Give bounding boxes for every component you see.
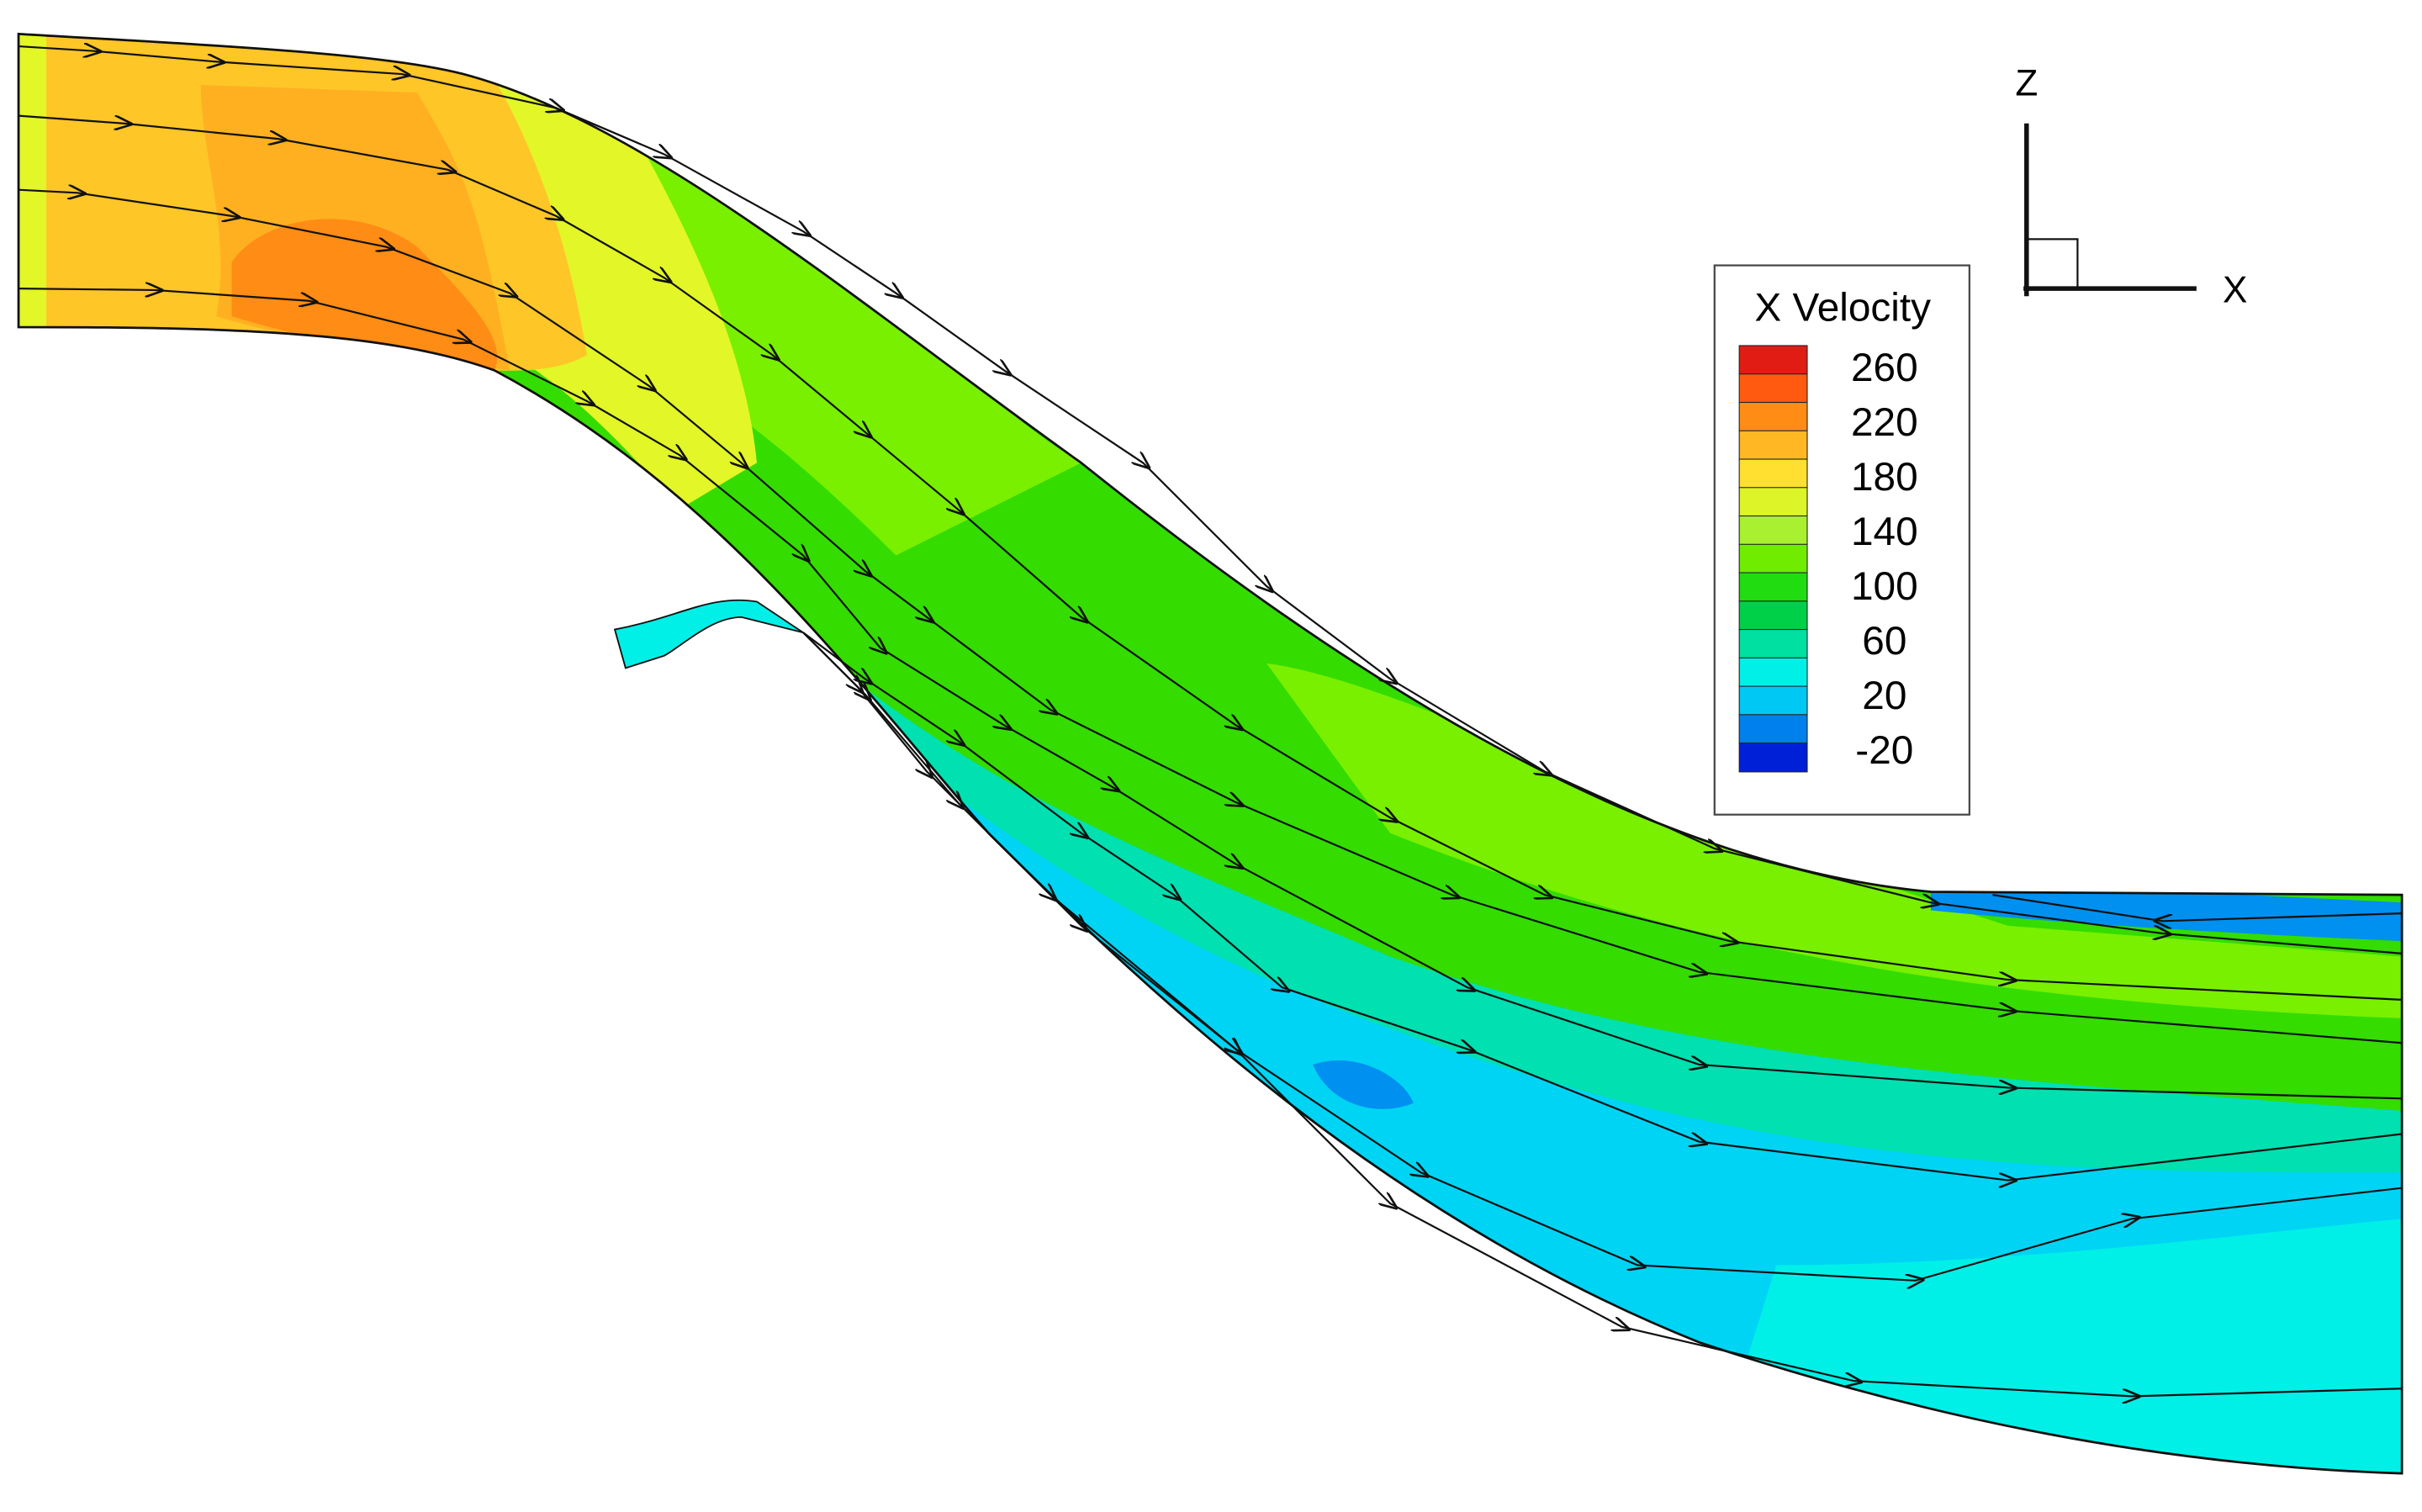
colorbar-band (1738, 458, 1808, 489)
colorbar (1738, 345, 1808, 773)
colorbar-tick-label: 20 (1862, 674, 1906, 718)
colorbar-band (1738, 600, 1808, 631)
colorbar-band (1738, 714, 1808, 744)
colorbar-band (1738, 657, 1808, 688)
colorbar-labels: 260 220 180 140 100 60 20 -20 (1851, 346, 1918, 773)
colorbar-tick-label: 260 (1851, 346, 1918, 390)
colorbar-band (1738, 430, 1808, 461)
streamline (1992, 894, 2403, 921)
z-label: Z (2015, 63, 2038, 104)
legend-title: X Velocity (1754, 286, 1931, 330)
colorbar-band (1738, 373, 1808, 404)
colorbar-band (1738, 629, 1808, 659)
colorbar-tick-label: 140 (1851, 510, 1918, 554)
colorbar-tick-label: 100 (1851, 564, 1918, 609)
colorbar-band (1738, 543, 1808, 574)
legend: X Velocity 260 220 180 140 100 60 20 -20 (1713, 264, 1970, 816)
flap (613, 599, 804, 669)
triad-square (2025, 238, 2079, 290)
colorbar-band (1738, 487, 1808, 517)
streamline (802, 632, 2403, 1396)
colorbar-band (1738, 743, 1808, 773)
colorbar-band (1738, 515, 1808, 546)
colorbar-tick-label: 220 (1851, 400, 1918, 445)
colorbar-tick-label: -20 (1855, 728, 1913, 773)
colorbar-band (1738, 572, 1808, 602)
colorbar-tick-label: 180 (1851, 455, 1918, 500)
streamlines (18, 46, 2403, 1396)
colorbar-band (1738, 401, 1808, 432)
axis-triad: Z X (2015, 63, 2247, 311)
colorbar-tick-label: 60 (1862, 619, 1906, 663)
colorbar-band (1738, 685, 1808, 716)
x-label: X (2223, 270, 2247, 311)
colorbar-band (1738, 345, 1808, 375)
